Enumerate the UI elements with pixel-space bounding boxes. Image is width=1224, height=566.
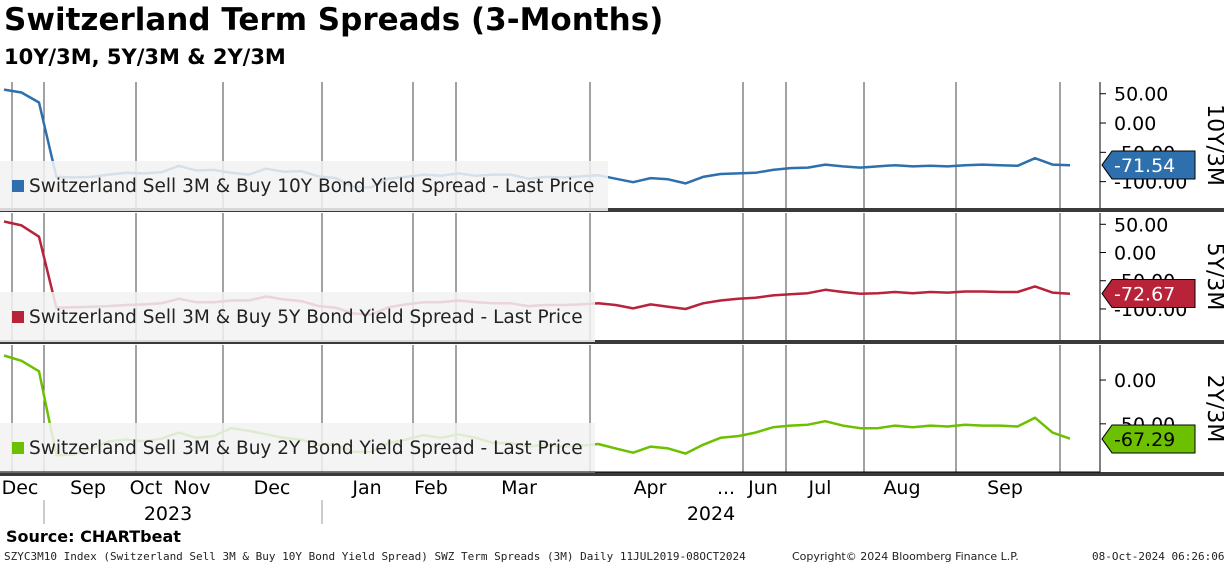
legend-swatch — [12, 442, 24, 454]
legend-label: Switzerland Sell 3M & Buy 2Y Bond Yield … — [29, 438, 583, 459]
x-year-label: 2024 — [687, 503, 735, 525]
y-tick-label: 50.00 — [1114, 84, 1168, 106]
legend-swatch — [12, 311, 24, 323]
x-tick-label-feb: Feb — [414, 477, 448, 499]
x-tick-label-jan: Jan — [351, 477, 381, 499]
x-tick-label-aug: Aug — [883, 477, 920, 499]
last-value-label: -67.29 — [1114, 429, 1175, 451]
last-value-label: -72.67 — [1114, 284, 1175, 306]
last-value-tag — [1101, 150, 1196, 180]
panel-separator — [0, 208, 1224, 212]
y-tick-label: 0.00 — [1114, 113, 1156, 135]
panel-name-label: 2Y/3M — [1202, 375, 1224, 443]
x-tick-label-sep: Sep — [70, 477, 106, 499]
last-value-label: -71.54 — [1114, 155, 1175, 177]
panel-separator — [0, 340, 1224, 344]
x-tick-label-jun: Jun — [747, 477, 778, 499]
x-tick-label-apr: Apr — [634, 477, 667, 499]
x-tick-label-jul: Jul — [808, 477, 832, 499]
panel-name-label: 5Y/3M — [1202, 243, 1224, 311]
x-tick-label-dec: Dec — [2, 477, 39, 499]
chart-title: Switzerland Term Spreads (3-Months) — [4, 2, 664, 38]
chart-subtitle: 10Y/3M, 5Y/3M & 2Y/3M — [4, 45, 286, 69]
x-axis-break-label: ... — [717, 477, 735, 499]
legend-label: Switzerland Sell 3M & Buy 5Y Bond Yield … — [29, 307, 583, 328]
y-tick-label: 50.00 — [1114, 214, 1168, 236]
x-tick-label-sep: Sep — [987, 477, 1023, 499]
source-label: Source: CHARTbeat — [6, 527, 181, 546]
last-value-tag — [1101, 279, 1196, 309]
legend-swatch — [12, 180, 24, 192]
x-tick-label-dec: Dec — [254, 477, 291, 499]
copyright: Copyright© 2024 Bloomberg Finance L.P. — [792, 550, 1019, 563]
x-tick-label-nov: Nov — [173, 477, 210, 499]
panel-separator — [0, 472, 1224, 476]
y-tick-label: 0.00 — [1114, 370, 1156, 392]
last-value-tag — [1101, 424, 1196, 454]
legend-box — [0, 292, 595, 342]
legend-box — [0, 161, 608, 211]
y-tick-label: 0.00 — [1114, 243, 1156, 265]
x-tick-label-mar: Mar — [501, 477, 537, 499]
timestamp: 08-Oct-2024 06:26:06 — [1092, 550, 1224, 563]
x-year-label: 2023 — [144, 503, 192, 525]
ticker-info: SZYC3M10 Index (Switzerland Sell 3M & Bu… — [4, 550, 746, 563]
legend-label: Switzerland Sell 3M & Buy 10Y Bond Yield… — [29, 176, 594, 197]
x-tick-label-oct: Oct — [130, 477, 163, 499]
legend-box — [0, 423, 595, 473]
panel-name-label: 10Y/3M — [1202, 104, 1224, 186]
